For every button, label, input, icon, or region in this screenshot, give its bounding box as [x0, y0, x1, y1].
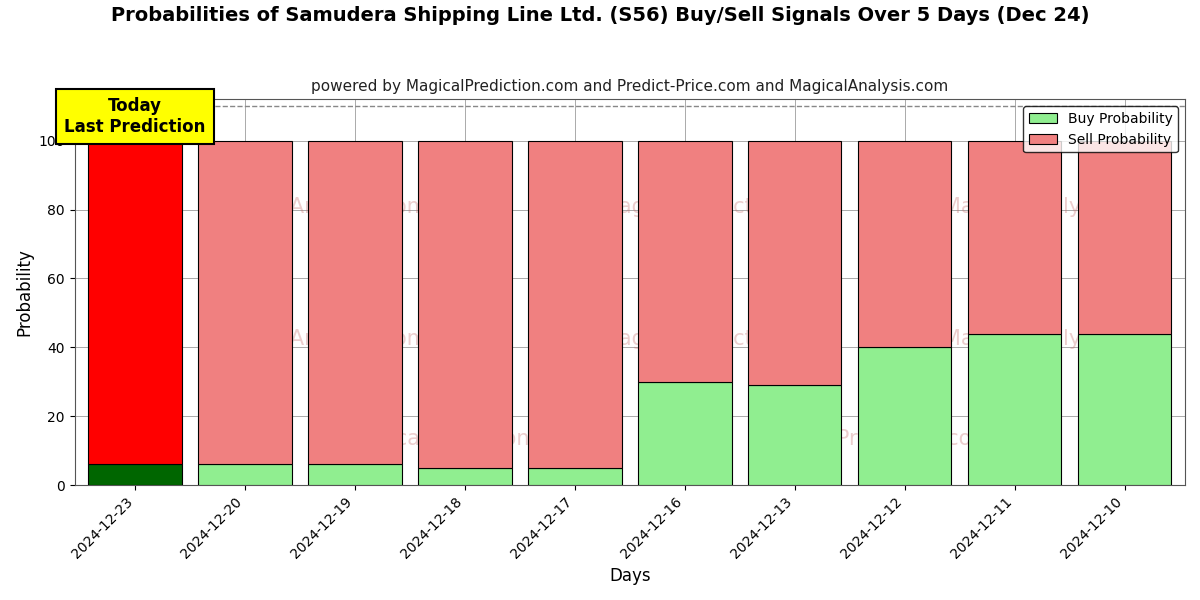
Bar [198, 464, 292, 485]
Bar [638, 382, 732, 485]
Bar [858, 347, 952, 485]
Text: MagicalPrediction.com: MagicalPrediction.com [757, 429, 991, 449]
Bar [528, 140, 622, 468]
Text: MagicalAnalysis.com: MagicalAnalysis.com [943, 329, 1160, 349]
Bar [968, 334, 1061, 485]
Y-axis label: Probability: Probability [16, 248, 34, 336]
Bar [1078, 334, 1171, 485]
Text: MagicalPrediction.com: MagicalPrediction.com [346, 429, 581, 449]
Text: MagicalPrediction.com: MagicalPrediction.com [601, 329, 836, 349]
Bar [1078, 140, 1171, 334]
Bar [308, 140, 402, 464]
Bar [89, 140, 182, 464]
Bar [419, 468, 511, 485]
Bar [308, 464, 402, 485]
Text: MagicalAnalysis.com: MagicalAnalysis.com [210, 197, 427, 217]
Bar [858, 140, 952, 347]
X-axis label: Days: Days [610, 567, 650, 585]
Bar [419, 140, 511, 468]
Text: MagicalAnalysis.com: MagicalAnalysis.com [210, 329, 427, 349]
Title: powered by MagicalPrediction.com and Predict-Price.com and MagicalAnalysis.com: powered by MagicalPrediction.com and Pre… [311, 79, 948, 94]
Legend: Buy Probability, Sell Probability: Buy Probability, Sell Probability [1024, 106, 1178, 152]
Bar [528, 468, 622, 485]
Text: Probabilities of Samudera Shipping Line Ltd. (S56) Buy/Sell Signals Over 5 Days : Probabilities of Samudera Shipping Line … [110, 6, 1090, 25]
Text: Today
Last Prediction: Today Last Prediction [65, 97, 206, 136]
Bar [748, 140, 841, 385]
Bar [89, 464, 182, 485]
Bar [638, 140, 732, 382]
Bar [968, 140, 1061, 334]
Bar [748, 385, 841, 485]
Bar [198, 140, 292, 464]
Text: MagicalPrediction.com: MagicalPrediction.com [601, 197, 836, 217]
Text: MagicalAnalysis.com: MagicalAnalysis.com [943, 197, 1160, 217]
